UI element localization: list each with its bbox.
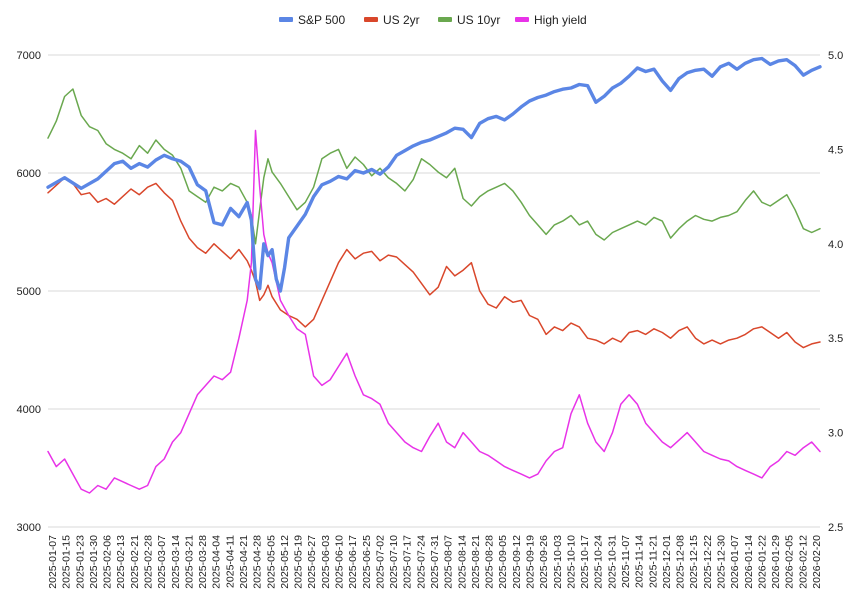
right-tick-label: 4.0	[828, 239, 843, 251]
x-tick-label: 2025-11-07	[620, 535, 632, 588]
x-tick-label: 2026-02-12	[797, 535, 809, 589]
right-y-axis: 2.5 3.0 3.5 4.0 4.5 5.0	[828, 50, 843, 534]
x-tick-label: 2025-07-10	[388, 535, 400, 589]
x-tick-label: 2026-01-14	[743, 535, 755, 589]
left-tick-label: 5000	[17, 286, 41, 298]
x-tick-label: 2026-02-20	[811, 535, 823, 589]
x-tick-label: 2025-12-08	[675, 535, 687, 589]
x-tick-label: 2025-07-24	[415, 535, 427, 589]
series-line-high-yield	[47, 129, 821, 494]
legend-swatch	[515, 17, 529, 22]
x-tick-label: 2026-01-29	[770, 535, 782, 589]
x-tick-label: 2025-03-14	[170, 535, 182, 589]
series-line-s-p-500	[46, 56, 822, 293]
x-tick-label: 2025-06-17	[347, 535, 359, 589]
x-tick-label: 2025-09-05	[497, 535, 509, 589]
x-tick-label: 2025-05-05	[265, 535, 277, 589]
x-tick-label: 2025-05-12	[279, 535, 291, 589]
x-tick-label: 2025-02-06	[102, 535, 114, 589]
x-tick-label: 2025-06-25	[361, 535, 373, 589]
x-tick-label: 2025-06-10	[334, 535, 346, 589]
x-tick-label: 2025-12-15	[688, 535, 700, 589]
x-tick-label: 2025-12-01	[661, 535, 673, 589]
series-line-us-2yr	[47, 176, 821, 349]
series-line-us-10yr	[47, 88, 821, 245]
right-tick-label: 3.5	[828, 333, 843, 345]
legend-label: US 2yr	[383, 13, 420, 27]
x-tick-label: 2025-03-28	[197, 535, 209, 589]
x-axis: 2025-01-07 2025-01-15 2025-01-23 2025-01-30…	[47, 535, 823, 589]
x-tick-label: 2025-11-21	[647, 535, 659, 588]
x-tick-label: 2025-12-22	[702, 535, 714, 589]
x-tick-label: 2025-10-17	[579, 535, 591, 589]
right-tick-label: 4.5	[828, 144, 843, 156]
x-tick-label: 2025-04-11	[224, 535, 236, 588]
x-tick-label: 2025-03-07	[156, 535, 168, 589]
x-tick-label: 2025-09-26	[538, 535, 550, 589]
x-tick-label: 2025-07-31	[429, 535, 441, 589]
x-tick-label: 2025-02-21	[129, 535, 141, 589]
x-tick-label: 2025-08-21	[470, 535, 482, 589]
legend-swatch	[279, 17, 293, 22]
legend-label: S&P 500	[298, 13, 345, 27]
x-tick-label: 2025-10-24	[593, 535, 605, 589]
x-tick-label: 2025-09-19	[525, 535, 537, 589]
x-tick-label: 2025-12-30	[716, 535, 728, 589]
x-tick-label: 2025-07-02	[374, 535, 386, 589]
legend-label: High yield	[534, 13, 587, 27]
x-tick-label: 2025-06-03	[320, 535, 332, 589]
x-tick-label: 2026-01-07	[729, 535, 741, 589]
x-tick-label: 2025-04-28	[252, 535, 264, 589]
x-tick-label: 2025-01-30	[88, 535, 100, 589]
x-tick-label: 2025-02-13	[115, 535, 127, 589]
x-tick-label: 2025-05-27	[306, 535, 318, 589]
x-tick-label: 2025-02-28	[143, 535, 155, 589]
x-tick-label: 2025-07-17	[402, 535, 414, 589]
legend: S&P 500 US 2yr US 10yr High yield	[279, 13, 587, 27]
x-tick-label: 2025-10-31	[606, 535, 618, 589]
x-tick-label: 2025-10-03	[552, 535, 564, 589]
x-tick-label: 2025-09-12	[511, 535, 523, 589]
legend-label: US 10yr	[457, 13, 500, 27]
x-tick-label: 2025-05-19	[293, 535, 305, 589]
x-tick-label: 2025-10-10	[565, 535, 577, 589]
right-tick-label: 2.5	[828, 522, 843, 534]
x-tick-label: 2025-08-14	[456, 535, 468, 589]
series-lines	[46, 56, 822, 494]
x-tick-label: 2025-04-04	[211, 535, 223, 589]
x-tick-label: 2025-08-28	[484, 535, 496, 589]
x-tick-label: 2025-11-14	[634, 535, 646, 588]
left-tick-label: 7000	[17, 50, 41, 62]
x-tick-label: 2026-02-05	[784, 535, 796, 589]
x-tick-label: 2025-04-21	[238, 535, 250, 589]
x-tick-label: 2025-08-07	[443, 535, 455, 589]
right-tick-label: 3.0	[828, 428, 843, 440]
x-tick-label: 2025-01-07	[47, 535, 59, 589]
x-tick-label: 2025-03-21	[183, 535, 195, 589]
legend-swatch	[364, 17, 378, 22]
legend-swatch	[438, 17, 452, 22]
right-tick-label: 5.0	[828, 50, 843, 62]
x-tick-label: 2026-01-22	[756, 535, 768, 589]
left-tick-label: 3000	[17, 522, 41, 534]
x-tick-label: 2025-01-15	[61, 535, 73, 589]
x-tick-label: 2025-01-23	[74, 535, 86, 589]
left-y-axis: 3000 4000 5000 6000 7000	[17, 50, 41, 534]
left-tick-label: 4000	[17, 404, 41, 416]
left-tick-label: 6000	[17, 168, 41, 180]
